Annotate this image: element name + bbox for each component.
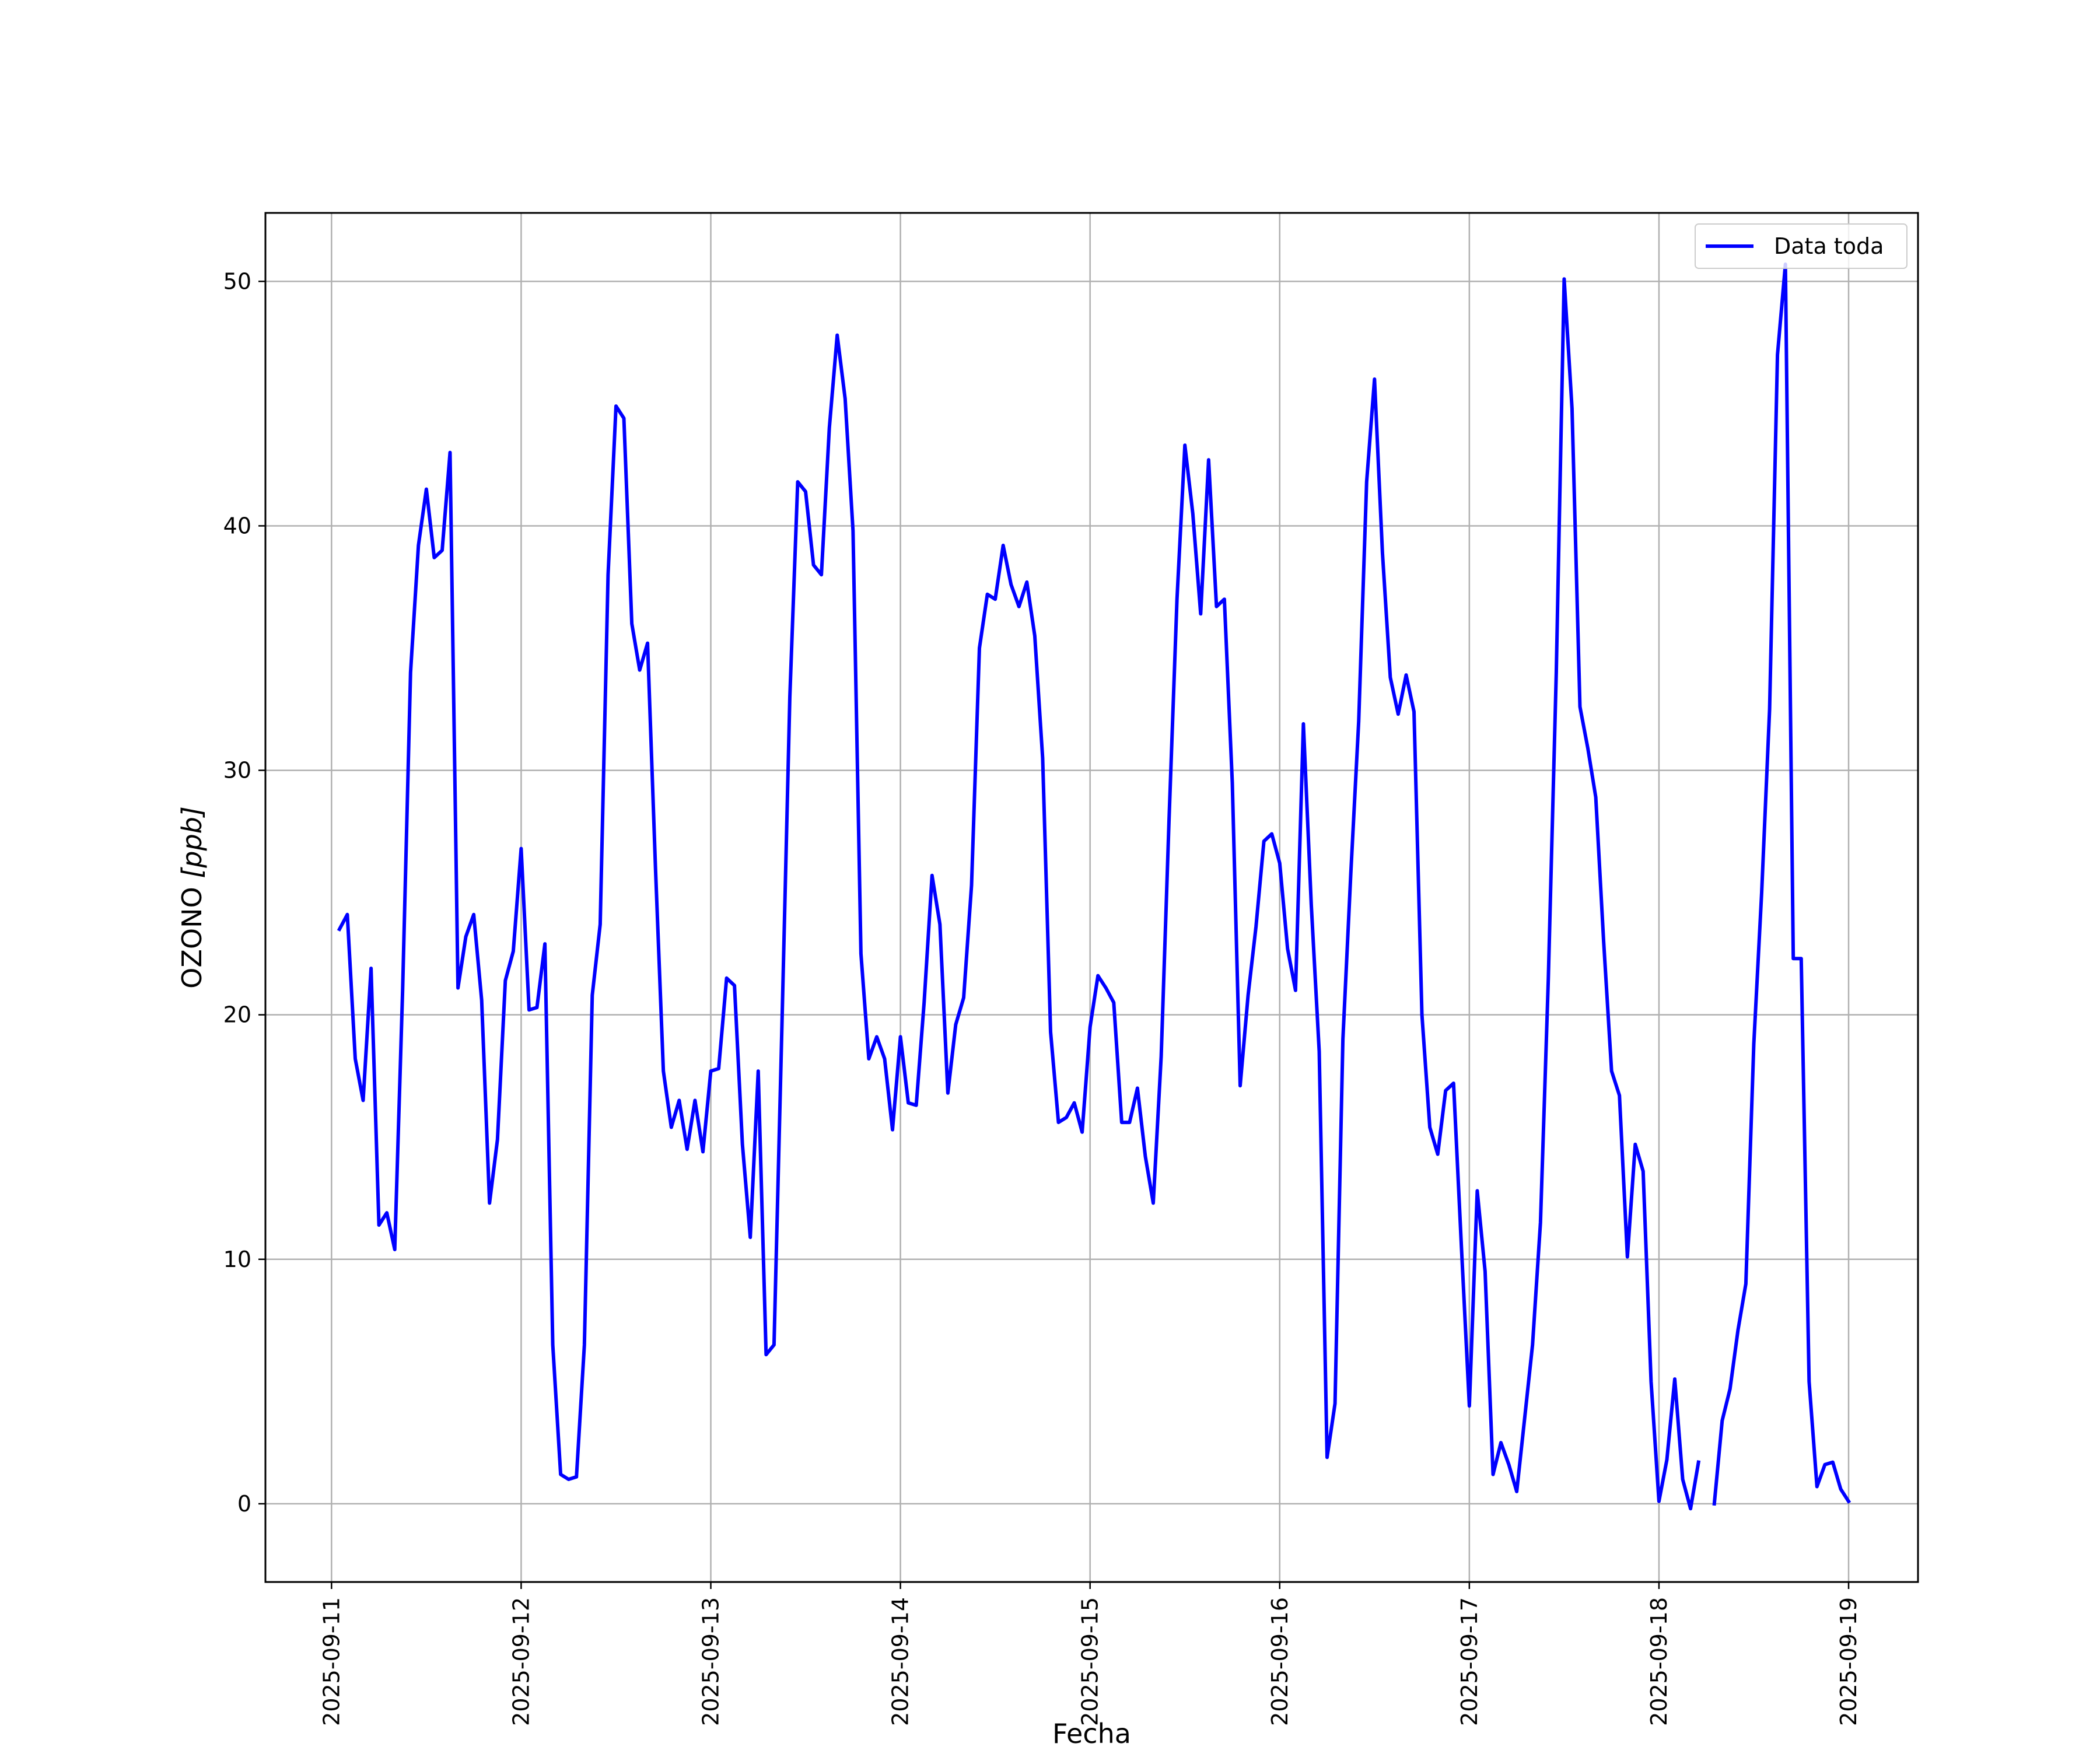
y-axis-label: OZONO [ppb] (176, 806, 208, 989)
y-axis-label-main: OZONO (176, 878, 208, 989)
grid-lines (265, 213, 1918, 1582)
x-tick-label: 2025-09-11 (318, 1597, 344, 1726)
y-axis-label-unit: [ppb] (176, 806, 208, 878)
plot-frame (264, 212, 1919, 1583)
x-tick-label: 2025-09-17 (1457, 1597, 1482, 1726)
y-tick-label: 40 (223, 513, 251, 538)
x-tick-label: 2025-09-13 (698, 1597, 724, 1726)
y-tick-label: 10 (223, 1247, 251, 1272)
legend: Data toda (1695, 223, 1908, 269)
legend-box (1695, 223, 1908, 269)
x-tick-label: 2025-09-16 (1267, 1597, 1293, 1726)
x-tick-label: 2025-09-18 (1646, 1597, 1672, 1726)
legend-label: Data toda (1774, 233, 1884, 259)
series-layer (337, 262, 1852, 1511)
x-tick-label: 2025-09-12 (508, 1597, 534, 1726)
y-tick-label: 0 (237, 1491, 251, 1517)
x-tick-label: 2025-09-19 (1836, 1597, 1861, 1726)
y-tick-label: 20 (223, 1002, 251, 1028)
x-tick-label: 2025-09-14 (888, 1597, 914, 1726)
y-tick-label: 30 (223, 758, 251, 783)
axis-ticks: 2025-09-11 2025-09-12 2025-09-13 2025-09-14… (223, 268, 1861, 1726)
y-tick-label: 50 (223, 268, 251, 294)
series-line-data-toda (337, 262, 1852, 1511)
x-axis-label: Fecha (1052, 1718, 1131, 1749)
x-tick-label: 2025-09-15 (1077, 1597, 1103, 1726)
